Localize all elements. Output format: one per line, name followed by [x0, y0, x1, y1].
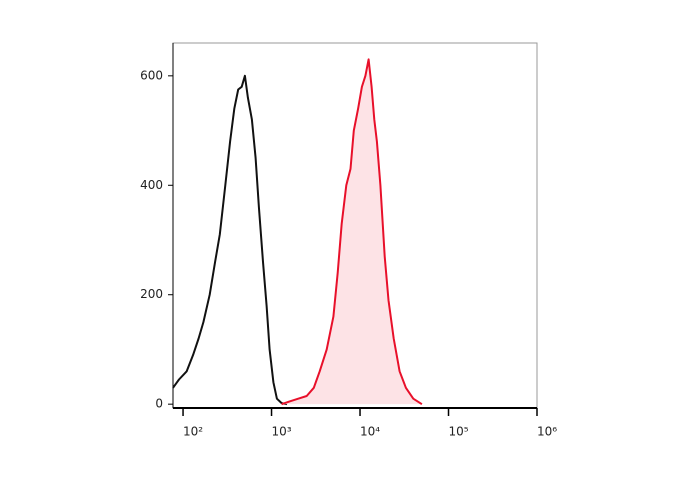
y-tick-label: 600 — [140, 68, 163, 82]
y-tick-label: 400 — [140, 178, 163, 192]
x-tick-label: 10³ — [271, 425, 291, 439]
x-tick-label: 10⁵ — [448, 425, 468, 439]
y-tick-label: 200 — [140, 287, 163, 301]
x-tick-label: 10⁴ — [360, 425, 380, 439]
x-tick-label: 10⁶ — [537, 425, 557, 439]
histogram-line — [281, 58, 423, 406]
histogram-line — [172, 74, 288, 406]
y-tick-label: 0 — [155, 397, 163, 411]
x-tick-label: 10² — [183, 425, 203, 439]
area — [281, 59, 422, 405]
